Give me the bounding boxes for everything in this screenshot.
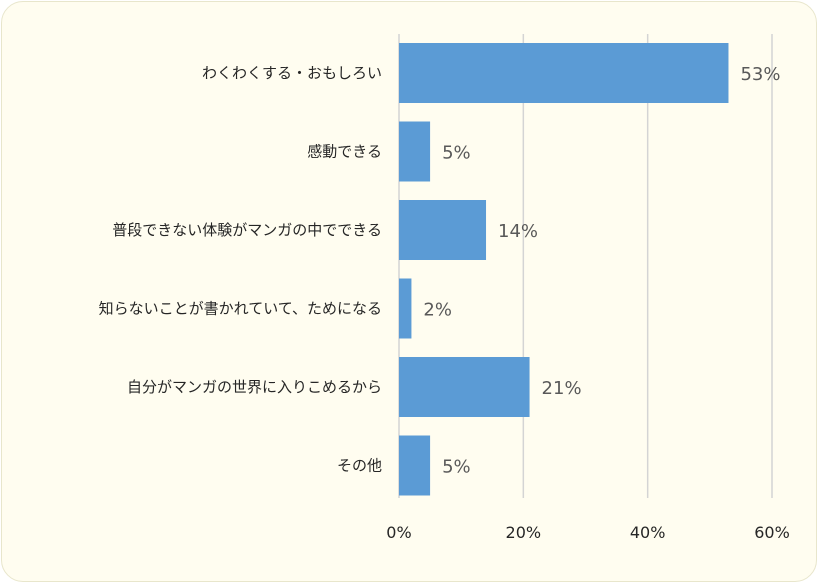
- bar: [399, 357, 530, 417]
- x-tick-label: 20%: [506, 523, 542, 542]
- category-label: 普段できない体験がマンガの中でできる: [112, 221, 382, 239]
- x-tick-label: 0%: [386, 523, 411, 542]
- category-label: 知らないことが書かれていて、ためになる: [99, 300, 382, 318]
- category-label: その他: [337, 457, 382, 475]
- category-label: わくわくする・おもしろい: [202, 64, 382, 82]
- labels: 0% 20% 40% 60% わくわくする・おもしろい 53% 感動できる 5% 普段できない体…: [99, 64, 790, 542]
- data-label: 14%: [498, 221, 538, 242]
- bar: [399, 435, 431, 496]
- category-label: 感動できる: [307, 143, 382, 161]
- data-label: 2%: [423, 300, 452, 321]
- bars: [399, 43, 729, 496]
- data-label: 53%: [740, 64, 780, 85]
- bar: [399, 121, 431, 182]
- category-label: 自分がマンガの世界に入りこめるから: [127, 378, 382, 396]
- data-label: 21%: [542, 378, 582, 399]
- bar: [399, 278, 412, 339]
- gridlines: [398, 34, 773, 498]
- data-label: 5%: [442, 457, 471, 478]
- x-tick-label: 60%: [754, 523, 790, 542]
- bar: [399, 200, 487, 260]
- bar: [399, 43, 729, 103]
- data-label: 5%: [442, 143, 471, 164]
- x-tick-label: 40%: [630, 523, 666, 542]
